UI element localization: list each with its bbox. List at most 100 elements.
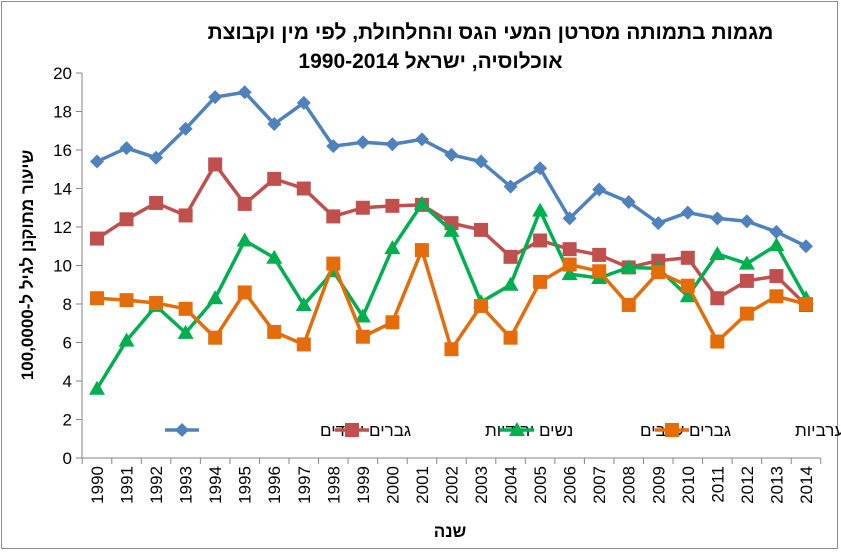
data-point-series-3 bbox=[474, 298, 489, 313]
data-point-series-2 bbox=[561, 266, 578, 281]
data-point-series-3 bbox=[237, 285, 252, 300]
data-point-series-2 bbox=[709, 245, 726, 260]
x-tick-label: 1998 bbox=[324, 466, 343, 504]
series-line-3 bbox=[96, 248, 807, 351]
y-tick-label: 20 bbox=[53, 64, 72, 83]
data-point-series-0 bbox=[592, 182, 607, 197]
data-point-series-1 bbox=[680, 250, 695, 265]
data-point-series-1 bbox=[149, 195, 164, 210]
data-point-series-3 bbox=[178, 301, 193, 316]
data-point-series-0 bbox=[533, 161, 548, 176]
data-point-series-0 bbox=[739, 214, 754, 229]
legend-marker bbox=[175, 423, 189, 437]
data-point-series-3 bbox=[355, 329, 370, 344]
data-point-series-2 bbox=[354, 308, 371, 323]
data-point-series-1 bbox=[710, 291, 725, 306]
data-point-series-0 bbox=[798, 239, 813, 254]
data-point-series-0 bbox=[355, 135, 370, 150]
x-tick-label: 2013 bbox=[767, 466, 786, 504]
y-tick-label: 16 bbox=[53, 141, 72, 160]
data-point-series-2 bbox=[502, 276, 519, 291]
data-point-series-0 bbox=[178, 121, 193, 136]
data-point-series-3 bbox=[385, 315, 400, 330]
x-tick-label: 2000 bbox=[383, 466, 402, 504]
data-point-series-1 bbox=[355, 200, 370, 215]
data-point-series-3 bbox=[90, 291, 104, 306]
data-point-series-1 bbox=[533, 233, 548, 248]
data-point-series-1 bbox=[385, 198, 400, 213]
x-tick-label: 2010 bbox=[679, 466, 698, 504]
data-point-series-3 bbox=[444, 342, 459, 357]
y-tick-label: 18 bbox=[53, 103, 72, 122]
legend-marker bbox=[665, 423, 679, 437]
legend-marker bbox=[345, 423, 359, 437]
data-point-series-3 bbox=[503, 330, 518, 345]
data-point-series-3 bbox=[414, 243, 429, 258]
x-tick-label: 2002 bbox=[442, 466, 461, 504]
x-tick-label: 2001 bbox=[413, 466, 432, 504]
y-tick-label: 6 bbox=[63, 334, 72, 353]
x-tick-label: 1997 bbox=[295, 466, 314, 504]
x-axis-label: שנה bbox=[433, 522, 467, 541]
data-point-series-1 bbox=[90, 231, 104, 246]
data-point-series-1 bbox=[296, 181, 311, 196]
data-point-series-0 bbox=[769, 224, 784, 239]
x-tick-label: 2007 bbox=[590, 466, 609, 504]
y-tick-label: 8 bbox=[63, 295, 72, 314]
x-tick-label: 1992 bbox=[147, 466, 166, 504]
data-point-series-0 bbox=[680, 205, 695, 220]
x-tick-label: 2012 bbox=[738, 466, 757, 504]
data-point-series-2 bbox=[413, 195, 430, 210]
data-point-series-0 bbox=[119, 141, 134, 156]
data-point-series-2 bbox=[532, 202, 549, 217]
data-point-series-1 bbox=[119, 212, 134, 227]
data-point-series-0 bbox=[414, 132, 429, 147]
data-point-series-0 bbox=[651, 216, 666, 231]
x-tick-label: 1990 bbox=[88, 466, 107, 504]
data-point-series-0 bbox=[710, 211, 725, 226]
data-point-series-0 bbox=[621, 194, 636, 209]
data-point-series-2 bbox=[384, 240, 401, 255]
data-point-series-3 bbox=[296, 337, 311, 352]
x-tick-label: 1999 bbox=[354, 466, 373, 504]
x-tick-label: 1996 bbox=[265, 466, 284, 504]
data-point-series-2 bbox=[295, 296, 312, 311]
x-tick-label: 2006 bbox=[561, 466, 580, 504]
data-point-series-3 bbox=[680, 278, 695, 293]
data-point-series-0 bbox=[503, 179, 518, 194]
data-point-series-1 bbox=[503, 249, 518, 264]
data-point-series-1 bbox=[474, 222, 489, 237]
data-point-series-0 bbox=[296, 95, 311, 110]
data-point-series-3 bbox=[710, 334, 725, 349]
x-tick-label: 2003 bbox=[472, 466, 491, 504]
data-point-series-3 bbox=[798, 297, 813, 311]
data-point-series-2 bbox=[236, 232, 253, 247]
data-point-series-3 bbox=[592, 264, 607, 279]
x-tick-label: 2011 bbox=[708, 466, 727, 503]
data-point-series-2 bbox=[738, 255, 755, 270]
data-point-series-0 bbox=[208, 90, 223, 105]
y-tick-label: 10 bbox=[53, 257, 72, 276]
y-tick-label: 2 bbox=[63, 411, 72, 430]
data-point-series-2 bbox=[207, 290, 224, 305]
data-point-series-1 bbox=[208, 157, 223, 172]
y-tick-label: 4 bbox=[63, 372, 72, 391]
data-point-series-2 bbox=[118, 332, 135, 347]
data-point-series-0 bbox=[149, 150, 164, 165]
data-point-series-0 bbox=[562, 211, 577, 226]
data-point-series-3 bbox=[119, 293, 134, 308]
chart-title: מגמות בתמותה מסרטן המעי הגס והחלחולת, לפ… bbox=[0, 18, 841, 76]
data-point-series-2 bbox=[620, 259, 637, 274]
data-point-series-3 bbox=[739, 306, 754, 321]
y-tick-label: 0 bbox=[63, 449, 72, 468]
x-tick-label: 1994 bbox=[206, 466, 225, 504]
data-point-series-2 bbox=[89, 380, 105, 395]
data-point-series-3 bbox=[533, 274, 548, 289]
data-point-series-1 bbox=[267, 171, 282, 186]
data-point-series-3 bbox=[769, 289, 784, 304]
data-point-series-3 bbox=[267, 324, 282, 339]
y-tick-label: 12 bbox=[53, 218, 72, 237]
data-point-series-3 bbox=[326, 256, 341, 271]
